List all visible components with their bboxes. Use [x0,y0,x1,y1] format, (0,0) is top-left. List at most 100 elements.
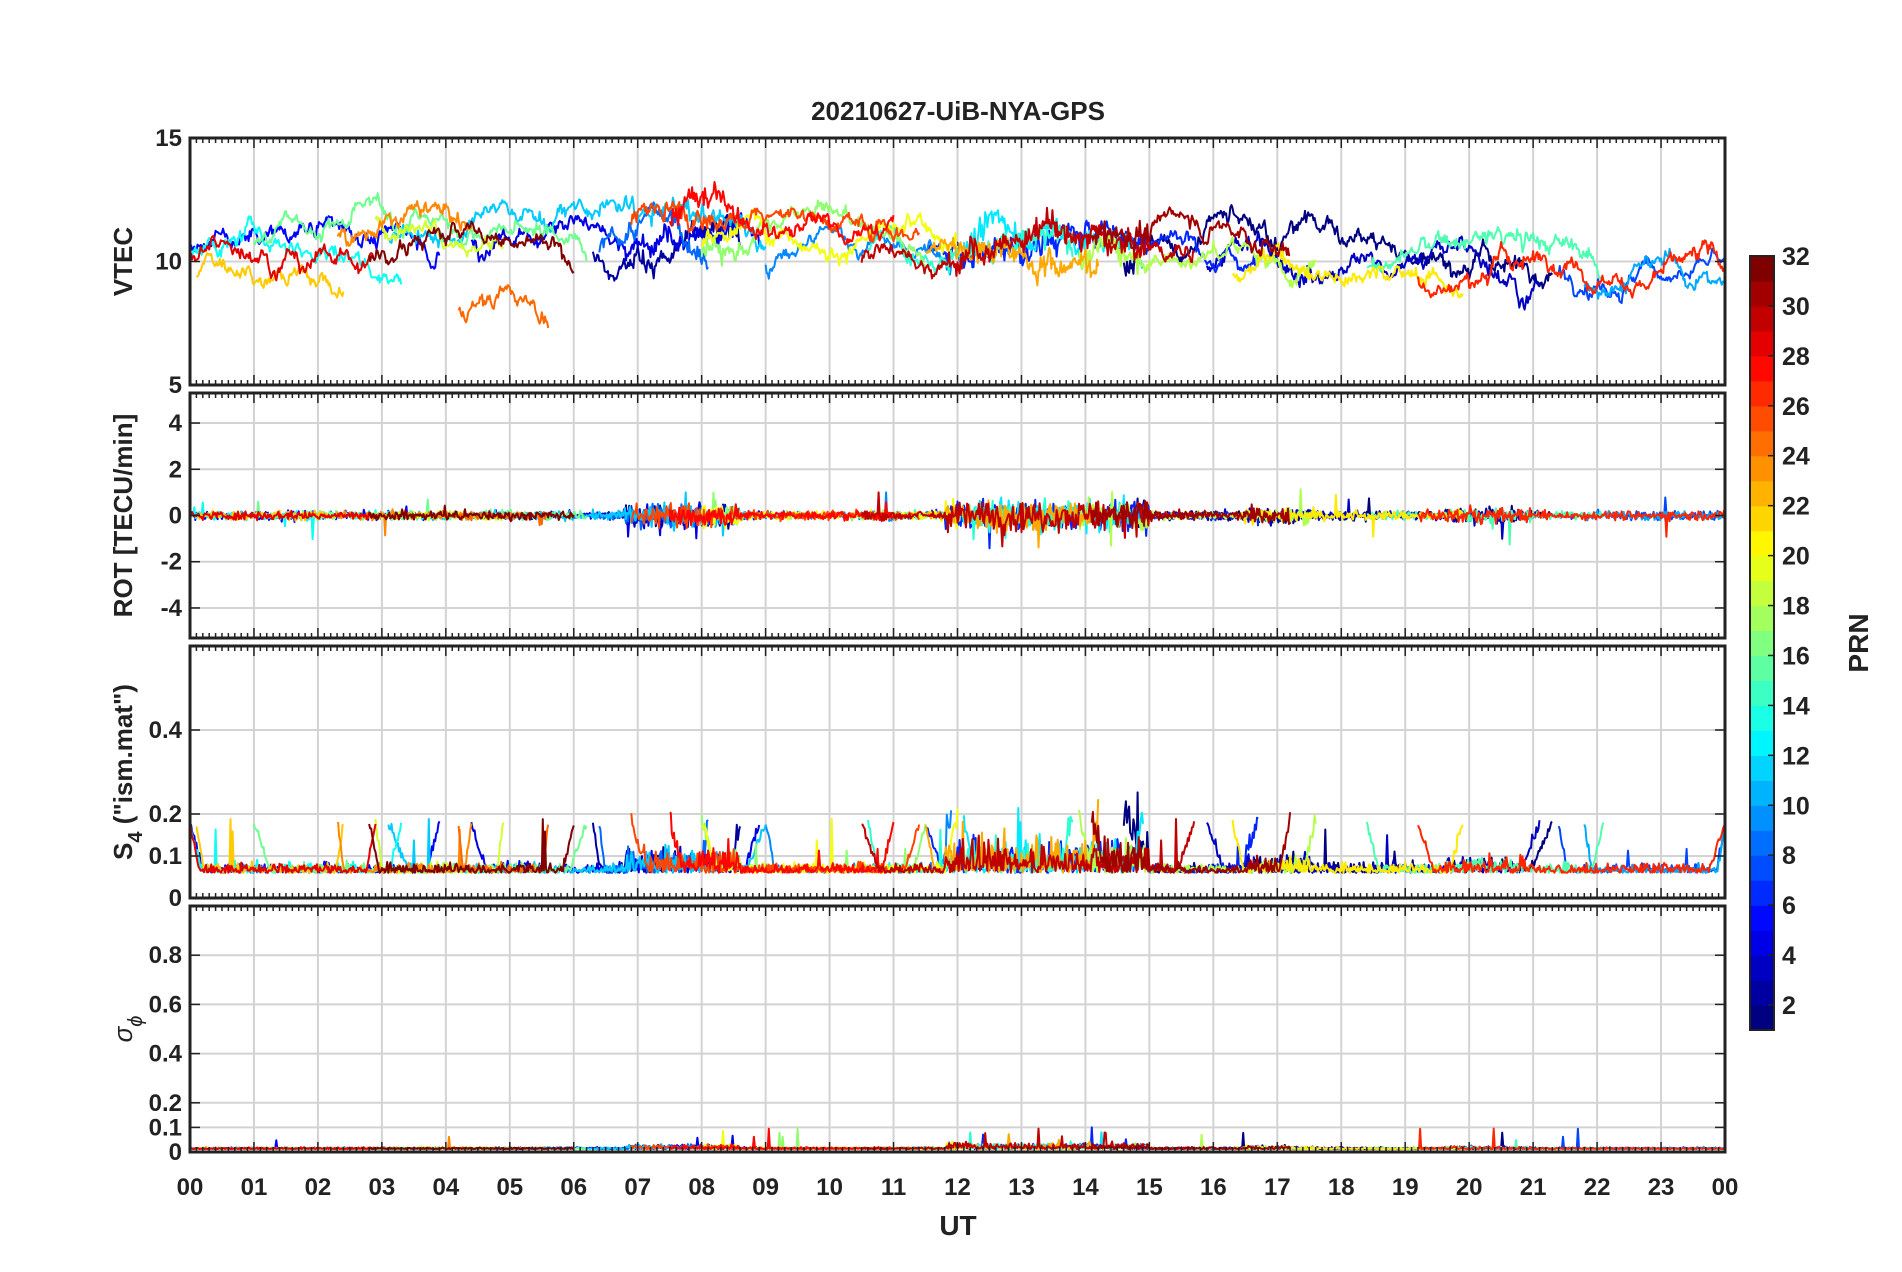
s4-ytick-label: 0.2 [149,801,182,828]
colorbar-tick-label: 12 [1782,742,1810,770]
sigphi-series-prn-29 [190,1146,376,1150]
rot-series-prn-29 [190,509,377,522]
vtec-series-prn-10 [1583,247,1725,300]
colorbar-band [1750,830,1774,856]
sigphi-ytick-label: 0.6 [149,991,182,1018]
colorbar-band [1750,1005,1774,1031]
vtec-series-prn-27 [1417,239,1725,299]
x-tick-label: 06 [560,1174,587,1201]
colorbar-band [1750,605,1774,632]
rot-series-prn-31 [1090,500,1291,530]
vtec-series-prn-22 [195,252,345,299]
colorbar-band [1750,980,1774,1006]
colorbar-band [1750,355,1774,382]
x-axis-tick-labels: 00 01 02 03 04 05 06 07 08 09 10 11 12 13 14 15 16 17 18 19… [177,1174,1739,1201]
s4-y-axis-label: S4 ("ism.mat") [108,684,147,860]
vtec-series-prn-16 [253,192,588,262]
vtec-series-prn-31 [1090,206,1291,258]
x-tick-label: 20 [1456,1174,1483,1201]
x-tick-label: 19 [1392,1174,1419,1201]
x-tick-label: 18 [1328,1174,1355,1201]
vtec-series-prn-25 [457,284,550,329]
panel-s4: 0 0.1 0.2 0.4S4 ("ism.mat") [108,644,1727,912]
colorbar-tick-label: 14 [1782,692,1810,720]
s4-series-prn-29 [190,820,377,874]
s4-series-group [190,791,1725,874]
rot-ytick-label: 4 [169,410,183,437]
vtec-ytick-label: 5 [169,372,182,399]
vtec-series-prn-9 [764,224,953,280]
x-tick-label: 21 [1520,1174,1547,1201]
x-tick-label: 02 [305,1174,332,1201]
s4-series-prn-27 [1417,824,1725,874]
x-tick-label: 05 [496,1174,523,1201]
sigphi-ytick-label: 0.1 [149,1114,182,1141]
x-tick-label: 10 [816,1174,843,1201]
x-tick-label: 23 [1648,1174,1675,1201]
s4-series-prn-28 [669,811,895,874]
colorbar-band [1750,480,1774,507]
vtec-series-prn-30 [860,206,1195,280]
colorbar-band [1750,805,1774,831]
chart-title: 20210627-UiB-NYA-GPS [811,96,1105,126]
s4-ytick-label: 0 [169,885,182,912]
colorbar-band [1750,755,1774,781]
x-tick-label: 12 [944,1174,971,1201]
x-tick-label: 07 [624,1174,651,1201]
x-tick-label: 13 [1008,1174,1035,1201]
vtec-ytick-label: 15 [155,125,182,152]
vtec-ytick-label: 10 [155,249,182,276]
colorbar-band [1750,530,1774,557]
x-tick-label: 11 [881,1174,906,1201]
colorbar-band [1750,780,1774,806]
rot-series-prn-32 [368,504,575,523]
sigphi-ytick-label: 0.4 [149,1041,183,1068]
colorbar-band [1750,655,1774,682]
sigphi-ytick-label: 0.8 [149,942,182,969]
vtec-series-prn-28 [668,181,895,246]
x-axis-label: UT [939,1210,976,1241]
sigphi-series-group [190,1126,1725,1150]
x-tick-label: 17 [1264,1174,1291,1201]
colorbar-tick-label: 2 [1782,992,1796,1020]
colorbar-band [1750,280,1774,307]
colorbar-label: PRN [1843,613,1874,672]
x-tick-label: 15 [1136,1174,1163,1201]
vtec-series-prn-32 [368,220,575,274]
vtec-series-group [190,181,1725,329]
s4-series-prn-30 [861,818,1196,874]
colorbar-tick-label: 30 [1782,293,1810,321]
sigphi-series-prn-28 [669,1127,894,1150]
x-tick-label: 03 [369,1174,396,1201]
vtec-y-axis-label: VTEC [108,227,138,297]
x-tick-label: 00 [177,1174,204,1201]
x-tick-label: 04 [432,1174,459,1201]
colorbar-tick-label: 24 [1782,443,1810,471]
x-tick-label: 01 [241,1174,268,1201]
colorbar-tick-label: 8 [1782,842,1796,870]
colorbar-band [1750,580,1774,607]
sigphi-ytick-label: 0 [169,1139,182,1166]
colorbar-band [1750,680,1774,707]
colorbar-band [1750,455,1774,482]
s4-ytick-label: 0.1 [149,843,182,870]
colorbar-tick-label: 20 [1782,543,1810,571]
vtec-series-prn-8 [598,201,709,270]
vtec-series-prn-23 [924,236,1100,287]
s4-ytick-label: 0.4 [149,717,183,744]
x-tick-label: 22 [1584,1174,1611,1201]
vtec-series-prn-18 [1078,232,1317,289]
sigphi-ytick-label: 0.2 [149,1090,182,1117]
rot-ytick-label: 0 [169,503,182,530]
colorbar-band [1750,405,1774,432]
s4-y-axis-label-main: S [108,843,138,860]
vtec-series-prn-24 [336,200,473,247]
s4-y-axis-label-sub: 4 [125,831,147,843]
colorbar-band [1750,955,1774,981]
colorbar-band [1750,630,1774,657]
colorbar-tick-label: 18 [1782,593,1810,621]
colorbar-tick-label: 22 [1782,493,1810,521]
colorbar-band [1750,705,1774,731]
